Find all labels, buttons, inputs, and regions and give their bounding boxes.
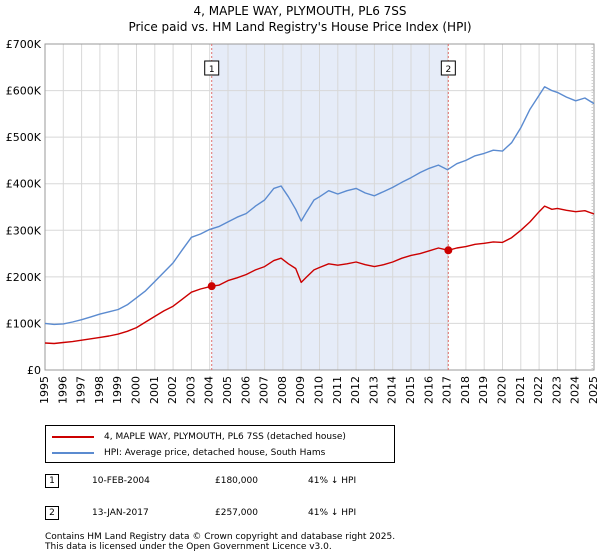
sale-point — [207, 282, 216, 291]
x-tick-label: 2015 — [404, 376, 417, 404]
legend-swatch-property — [52, 436, 94, 438]
sale-badge: 1 — [45, 474, 59, 488]
annotation-label: 2 — [445, 65, 451, 75]
series-line-hpi — [44, 86, 595, 326]
x-tick-label: 2010 — [313, 376, 326, 404]
y-tick-label: £200K — [6, 271, 42, 284]
y-tick-label: £400K — [6, 178, 42, 191]
annotation-box — [440, 60, 456, 76]
x-tick-label: 2021 — [514, 376, 527, 404]
sale-date: 13-JAN-2017 — [92, 508, 149, 518]
y-tick-label: £500K — [6, 131, 42, 144]
x-tick-label: 2001 — [148, 376, 161, 404]
x-tick-label: 2005 — [221, 376, 234, 404]
legend-swatch-hpi — [52, 452, 94, 454]
y-tick-label: £0 — [27, 364, 41, 377]
sale-hpi-diff: 41% ↓ HPI — [308, 476, 357, 486]
x-tick-label: 2012 — [349, 376, 362, 404]
annotation-label: 1 — [209, 65, 215, 75]
sale-row: 1 10-FEB-2004 £180,000 41% ↓ HPI — [0, 474, 600, 494]
x-tick-label: 2025 — [587, 376, 600, 404]
series-line-property — [44, 205, 595, 345]
chart-subtitle: Price paid vs. HM Land Registry's House … — [128, 20, 472, 34]
x-tick-label: 2009 — [294, 376, 307, 404]
sale-row: 2 13-JAN-2017 £257,000 41% ↓ HPI — [0, 506, 600, 526]
y-tick-label: £700K — [6, 38, 42, 51]
legend-item-hpi: HPI: Average price, detached house, Sout… — [52, 446, 325, 460]
x-tick-label: 2004 — [203, 376, 216, 404]
legend-item-property: 4, MAPLE WAY, PLYMOUTH, PL6 7SS (detache… — [52, 430, 346, 444]
x-tick-label: 2018 — [459, 376, 472, 404]
x-tick-label: 1999 — [111, 376, 124, 404]
legend: 4, MAPLE WAY, PLYMOUTH, PL6 7SS (detache… — [45, 425, 395, 463]
sale-hpi-diff: 41% ↓ HPI — [308, 508, 357, 518]
x-tick-label: 2016 — [422, 376, 435, 404]
y-tick-label: £100K — [6, 317, 42, 330]
y-tick-label: £600K — [6, 85, 42, 98]
footer: Contains HM Land Registry data © Crown c… — [45, 532, 395, 552]
x-tick-label: 2024 — [569, 376, 582, 404]
annotation-box — [204, 60, 220, 76]
sale-date: 10-FEB-2004 — [92, 476, 150, 486]
sale-point — [444, 246, 453, 255]
sale-price: £257,000 — [215, 508, 258, 518]
x-tick-label: 2008 — [276, 376, 289, 404]
footer-copyright: Contains HM Land Registry data © Crown c… — [45, 532, 396, 542]
x-tick-label: 2002 — [166, 376, 179, 404]
footer-licence: This data is licensed under the Open Gov… — [45, 542, 332, 552]
plot-border — [44, 43, 595, 371]
sale-price: £180,000 — [215, 476, 258, 486]
x-tick-label: 1995 — [38, 376, 51, 404]
shaded-region — [211, 44, 449, 370]
x-tick-label: 1996 — [56, 376, 69, 404]
x-tick-label: 2019 — [477, 376, 490, 404]
x-tick-label: 2023 — [550, 376, 563, 404]
legend-label-hpi: HPI: Average price, detached house, Sout… — [104, 448, 326, 458]
x-tick-label: 2013 — [367, 376, 380, 404]
x-tick-label: 2007 — [258, 376, 271, 404]
y-tick-label: £300K — [6, 224, 42, 237]
x-tick-label: 2006 — [239, 376, 252, 404]
chart-title: 4, MAPLE WAY, PLYMOUTH, PL6 7SS — [193, 4, 407, 18]
x-tick-label: 2017 — [441, 376, 454, 404]
x-tick-label: 2000 — [130, 376, 143, 404]
sale-badge: 2 — [45, 506, 59, 520]
x-tick-label: 2014 — [386, 376, 399, 404]
x-tick-label: 1998 — [93, 376, 106, 404]
x-tick-label: 2003 — [184, 376, 197, 404]
x-tick-label: 2011 — [331, 376, 344, 404]
x-tick-label: 2020 — [496, 376, 509, 404]
x-tick-label: 1997 — [75, 376, 88, 404]
price-chart: £0 £100K £200K £300K £400K £500K £600K £700K 199… — [6, 38, 600, 404]
x-tick-label: 2022 — [532, 376, 545, 404]
legend-label-property: 4, MAPLE WAY, PLYMOUTH, PL6 7SS (detache… — [104, 432, 346, 442]
